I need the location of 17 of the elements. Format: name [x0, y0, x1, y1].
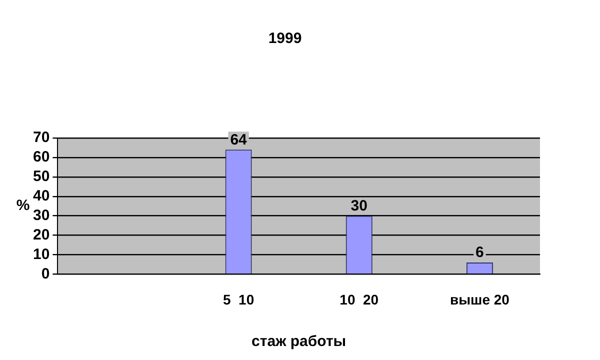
- y-tick-label: 60: [32, 148, 50, 166]
- y-tick-label: 10: [32, 246, 50, 263]
- data-label: 64: [230, 131, 248, 148]
- x-tick-label: 5 10: [222, 291, 254, 308]
- x-tick-label: 10 20: [340, 291, 379, 308]
- chart-title: 1999: [268, 30, 302, 48]
- y-axis-title: %: [16, 197, 30, 214]
- y-tick-label: 50: [32, 168, 50, 186]
- y-tick-label: 0: [41, 265, 50, 282]
- data-label: 30: [350, 197, 368, 214]
- y-tick-label: 40: [32, 188, 50, 205]
- y-tick-label: 20: [32, 226, 50, 244]
- y-tick-label: 70: [32, 129, 50, 146]
- x-tick-label: выше 20: [450, 291, 510, 308]
- y-tick-label: 30: [32, 206, 50, 224]
- data-label: 6: [476, 244, 484, 262]
- x-axis-title: стаж работы: [252, 333, 346, 350]
